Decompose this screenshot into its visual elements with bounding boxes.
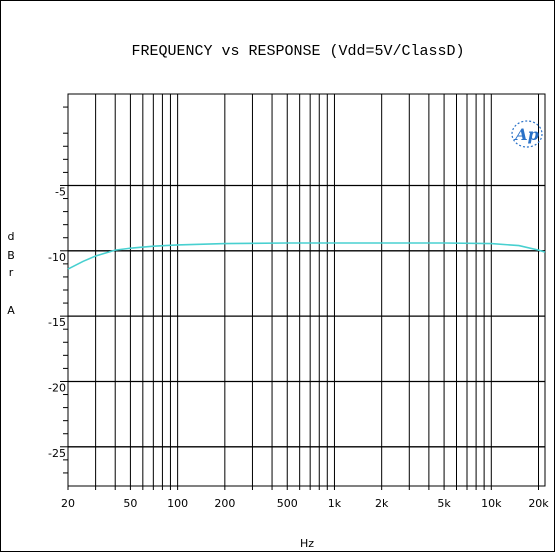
x-tick-label: 200: [214, 497, 235, 510]
ap-logo-text: Ap: [513, 125, 539, 144]
x-tick-label: 100: [167, 497, 188, 510]
y-axis-label-letter: B: [7, 249, 15, 262]
x-tick-label: 10k: [481, 497, 502, 510]
plot-border: [67, 93, 546, 487]
x-tick-label: 50: [123, 497, 137, 510]
y-axis-label-letter: d: [8, 230, 15, 243]
x-tick-label: 20k: [528, 497, 549, 510]
y-tick-label: -25: [48, 447, 66, 460]
x-tick-labels: 20 50 100 200 500 1k 2k 5k 10k 20k: [61, 497, 549, 510]
y-axis-label-letter: A: [7, 304, 15, 317]
y-axis-label: dBr A: [7, 230, 15, 317]
x-tick-label: 1k: [328, 497, 342, 510]
y-tick-labels: -5 -10 -15 -20 -25: [48, 185, 66, 459]
y-tick-label: -20: [48, 381, 66, 394]
x-tick-label: 2k: [375, 497, 389, 510]
response-line: [67, 242, 546, 270]
chart-title: FREQUENCY vs RESPONSE (Vdd=5V/ClassD): [131, 43, 464, 60]
y-tick-label: -5: [55, 185, 66, 198]
x-tick-label: 5k: [437, 497, 451, 510]
ap-logo: Ap: [511, 120, 543, 148]
y-tick-label: -15: [48, 316, 66, 329]
series-layer: [67, 242, 546, 270]
x-tick-label: 500: [277, 497, 298, 510]
y-tick-label: -10: [48, 251, 66, 264]
y-axis-label-letter: r: [9, 266, 14, 279]
x-axis-label: Hz: [300, 537, 314, 550]
x-tick-label: 20: [61, 497, 75, 510]
grid: [60, 93, 546, 490]
